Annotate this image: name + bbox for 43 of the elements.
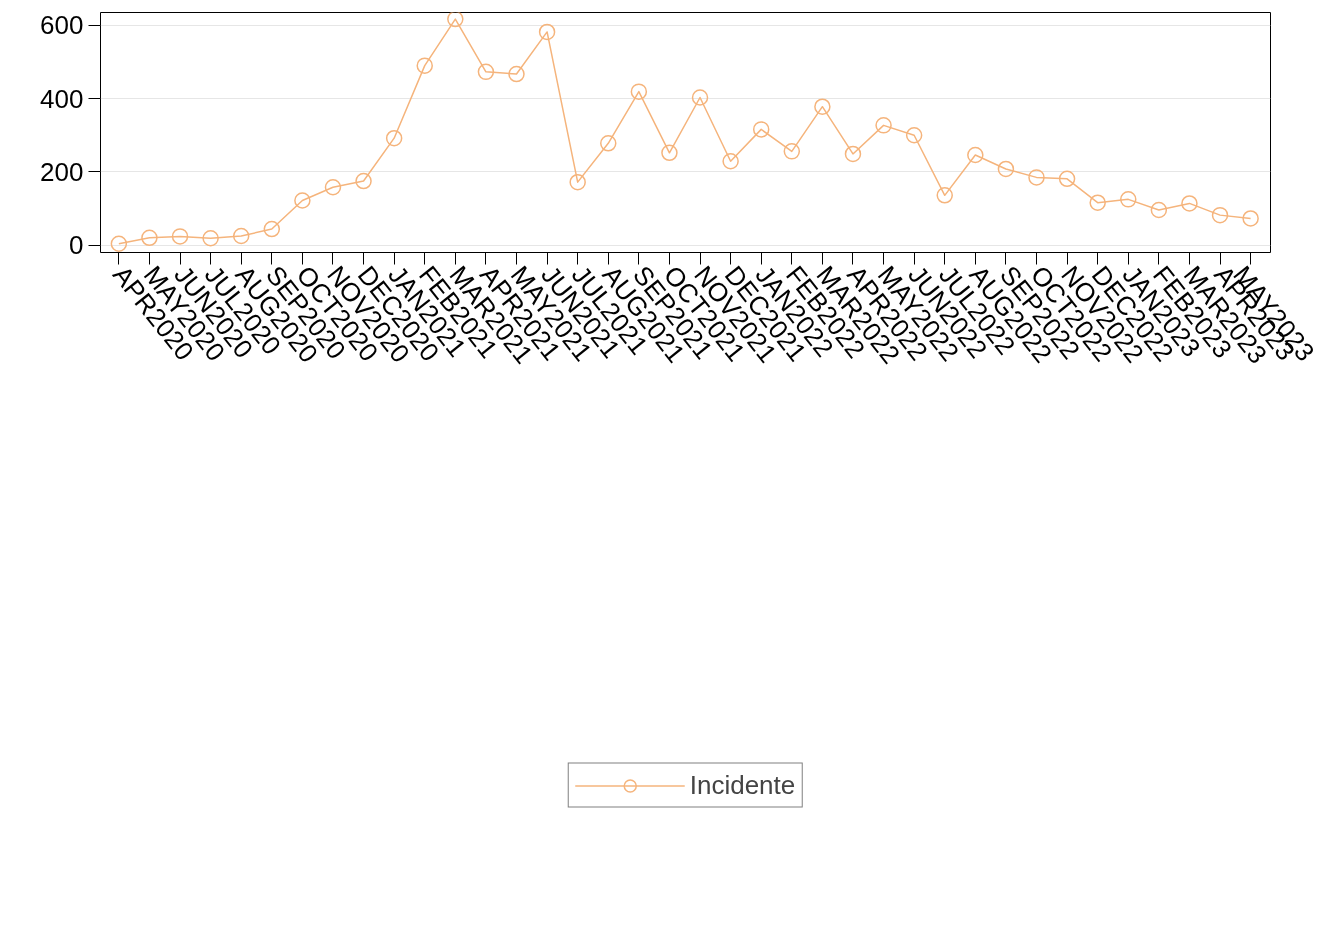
point bbox=[661, 144, 678, 162]
y-tick-label: 600 bbox=[40, 10, 84, 41]
point bbox=[324, 179, 342, 196]
point bbox=[171, 228, 189, 245]
point bbox=[1028, 169, 1045, 186]
point bbox=[141, 229, 158, 247]
legend-label: Incidente bbox=[689, 769, 796, 801]
point bbox=[569, 173, 586, 191]
point bbox=[691, 89, 709, 106]
point bbox=[722, 153, 739, 170]
point bbox=[1120, 191, 1137, 208]
point bbox=[1242, 210, 1259, 227]
point bbox=[447, 12, 464, 28]
point bbox=[752, 121, 770, 138]
point bbox=[814, 98, 831, 115]
y-tick-label: 0 bbox=[69, 230, 84, 261]
point bbox=[538, 23, 556, 41]
point bbox=[783, 143, 801, 160]
point bbox=[600, 135, 617, 152]
y-tick-label: 200 bbox=[40, 156, 84, 187]
point bbox=[1058, 170, 1076, 188]
point bbox=[1181, 195, 1198, 212]
point bbox=[630, 83, 648, 100]
point bbox=[477, 63, 495, 81]
point bbox=[1089, 194, 1106, 211]
point bbox=[355, 172, 372, 190]
point bbox=[263, 220, 281, 238]
y-tick-label: 400 bbox=[40, 83, 84, 114]
point bbox=[1211, 206, 1229, 224]
point bbox=[967, 146, 984, 164]
point bbox=[416, 57, 433, 74]
point bbox=[508, 65, 525, 83]
point bbox=[202, 229, 219, 247]
point bbox=[905, 127, 923, 144]
point bbox=[997, 160, 1015, 178]
point bbox=[110, 235, 128, 252]
point bbox=[936, 187, 953, 204]
point bbox=[385, 129, 403, 147]
point bbox=[844, 145, 862, 163]
point bbox=[294, 192, 311, 209]
point bbox=[875, 117, 892, 134]
point bbox=[232, 227, 250, 245]
point bbox=[1150, 201, 1168, 219]
